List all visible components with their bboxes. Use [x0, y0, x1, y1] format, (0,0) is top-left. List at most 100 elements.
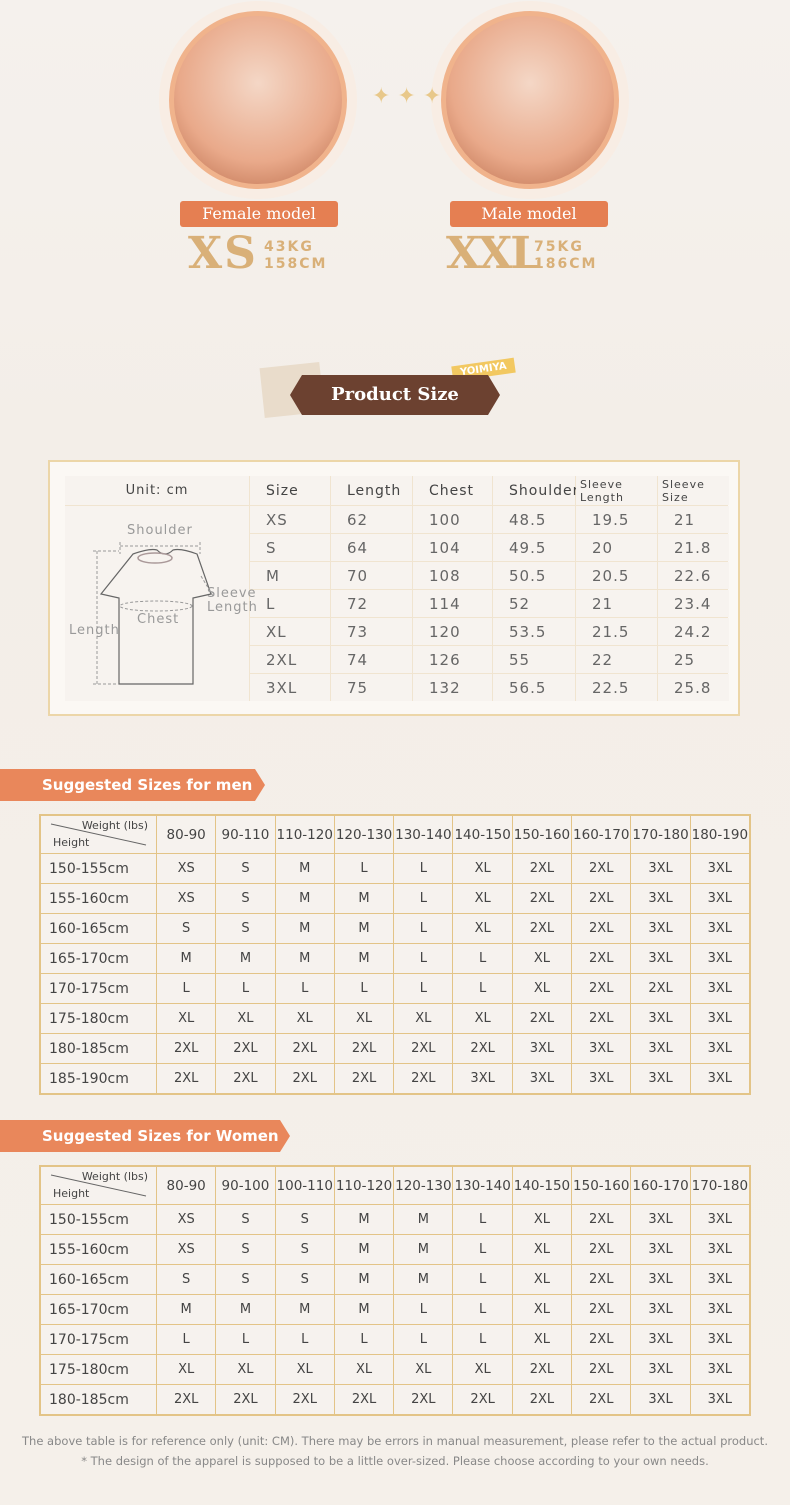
size-cell: 3XL [690, 1235, 749, 1264]
row-header: 160-165cm [41, 914, 156, 943]
size-cell: S [275, 1205, 334, 1234]
size-cell: L [275, 974, 334, 1003]
size-cell: 2XL [512, 914, 572, 943]
size-cell: 3XL [690, 854, 749, 883]
size-cell: 62 [331, 506, 412, 533]
size-cell: S [216, 1205, 275, 1234]
size-cell: M [394, 1205, 453, 1234]
height-label: Height [53, 836, 90, 849]
height-label: Height [53, 1187, 90, 1200]
column-header: 160-170 [631, 1167, 690, 1204]
size-cell: 2XL [157, 1034, 216, 1063]
size-cell: M [250, 562, 330, 589]
size-cell: M [334, 1265, 394, 1294]
size-cell: 2XL [572, 1295, 631, 1324]
size-cell: 21 [658, 506, 729, 533]
row-header: 175-180cm [41, 1355, 156, 1384]
size-cell: L [453, 1205, 512, 1234]
row-header: 165-170cm [41, 1295, 156, 1324]
size-table: Unit: cm Size Length Chest Shoulder Sleeve Le… [65, 476, 729, 701]
size-cell: XS [157, 1235, 216, 1264]
size-cell: 3XL [690, 884, 749, 913]
column-header: 100-110 [275, 1167, 334, 1204]
size-cell: 3XL [690, 944, 749, 973]
size-cell: 2XL [394, 1385, 453, 1414]
size-cell: 2XL [275, 1385, 334, 1414]
size-cell: 20 [576, 534, 657, 561]
size-cell: 21.8 [658, 534, 729, 561]
size-cell: S [216, 1235, 275, 1264]
row-header: 175-180cm [41, 1004, 156, 1033]
size-cell: 52 [493, 590, 575, 617]
size-cell: M [275, 1295, 334, 1324]
size-cell: S [275, 1265, 334, 1294]
size-cell: 3XL [690, 1265, 749, 1294]
column-header: 140-150 [453, 816, 512, 853]
size-cell: 120 [413, 618, 492, 645]
size-cell: 108 [413, 562, 492, 589]
size-cell: 3XL [690, 974, 749, 1003]
size-cell: S [216, 854, 275, 883]
size-cell: 50.5 [493, 562, 575, 589]
size-cell: S [216, 884, 275, 913]
weight-label: Weight (lbs) [81, 819, 148, 832]
size-cell: 22.5 [576, 674, 657, 701]
diagram-label: Shoulder [127, 523, 193, 538]
row-header: 185-190cm [41, 1064, 156, 1093]
size-cell: 24.2 [658, 618, 729, 645]
size-cell: 56.5 [493, 674, 575, 701]
size-cell: 25.8 [658, 674, 729, 701]
size-cell: 104 [413, 534, 492, 561]
column-header: 160-170 [572, 816, 631, 853]
size-cell: 2XL [572, 1355, 631, 1384]
size-cell: M [216, 1295, 275, 1324]
model-height: 158CM [264, 256, 328, 272]
size-cell: 3XL [631, 854, 690, 883]
model-weight: 75KG [534, 239, 584, 255]
size-cell: 2XL [216, 1064, 275, 1093]
size-cell: L [453, 1295, 512, 1324]
column-header: 150-160 [572, 1167, 631, 1204]
size-cell: XL [453, 854, 512, 883]
size-cell: 2XL [512, 854, 572, 883]
size-cell: XL [250, 618, 330, 645]
size-cell: S [250, 534, 330, 561]
size-cell: L [275, 1325, 334, 1354]
size-cell: 3XL [631, 1235, 690, 1264]
size-cell: XL [157, 1004, 216, 1033]
column-header: 110-120 [275, 816, 334, 853]
size-cell: 132 [413, 674, 492, 701]
size-cell: 2XL [512, 1355, 572, 1384]
size-cell: 3XL [572, 1064, 631, 1093]
size-cell: XL [512, 1235, 572, 1264]
female-photo [169, 11, 347, 189]
size-cell: XL [453, 1355, 512, 1384]
size-cell: S [216, 1265, 275, 1294]
size-cell: 2XL [512, 1385, 572, 1414]
size-cell: 2XL [453, 1385, 512, 1414]
size-cell: XL [512, 1325, 572, 1354]
size-cell: 72 [331, 590, 412, 617]
column-header: 140-150 [512, 1167, 572, 1204]
size-cell: 48.5 [493, 506, 575, 533]
size-cell: 2XL [157, 1064, 216, 1093]
size-cell: M [334, 944, 394, 973]
size-cell: XL [334, 1355, 394, 1384]
size-cell: L [453, 944, 512, 973]
size-cell: 70 [331, 562, 412, 589]
column-header: 180-190 [690, 816, 749, 853]
size-cell: 2XL [631, 974, 690, 1003]
size-cell: 75 [331, 674, 412, 701]
size-cell: XL [216, 1004, 275, 1033]
size-cell: M [394, 1265, 453, 1294]
section-title: Product Size [290, 375, 500, 415]
size-cell: 19.5 [576, 506, 657, 533]
model-size: XXL [446, 228, 541, 279]
size-cell: XS [157, 854, 216, 883]
size-cell: M [394, 1235, 453, 1264]
column-header: 150-160 [512, 816, 572, 853]
size-cell: L [216, 1325, 275, 1354]
size-cell: 2XL [394, 1064, 453, 1093]
size-cell: L [453, 974, 512, 1003]
size-cell: 22.6 [658, 562, 729, 589]
